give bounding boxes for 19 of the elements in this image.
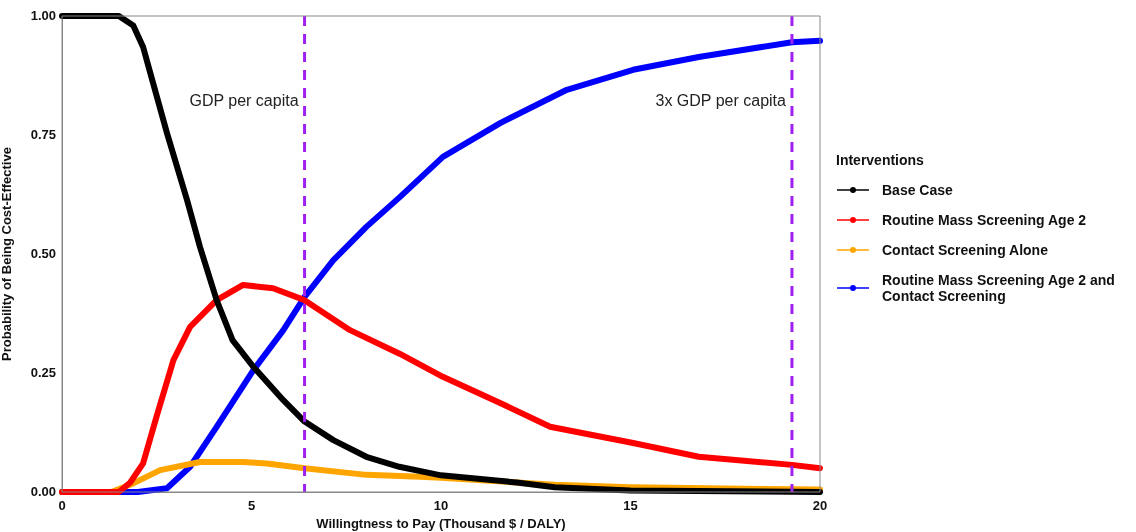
legend-title: Interventions	[836, 152, 925, 168]
y-tick-label: 0.75	[30, 126, 56, 142]
ref-line-label: GDP per capita	[189, 92, 299, 110]
x-tick-label: 10	[433, 498, 449, 514]
x-tick-label: 5	[247, 498, 256, 514]
legend-label: Contact Screening Alone	[882, 242, 1048, 258]
legend-label: Base Case	[882, 182, 953, 198]
x-tick-label: 0	[58, 498, 66, 514]
y-tick-label: 1.00	[30, 7, 56, 23]
legend-label: Routine Mass Screening Age 2 and Contact Screening	[882, 272, 1116, 304]
y-tick-label: 0.50	[30, 245, 56, 261]
x-axis-title: Willingtness to Pay (Thousand $ / DALY)	[316, 515, 566, 531]
y-axis-title: Probability of Being Cost-Effective	[0, 147, 15, 361]
y-tick-label: 0.25	[30, 364, 56, 380]
x-tick-label: 15	[623, 498, 638, 514]
x-tick-label: 20	[812, 498, 828, 514]
y-tick-label: 0.00	[30, 483, 56, 499]
legend-label: Routine Mass Screening Age 2	[882, 212, 1087, 228]
ref-line-label: 3x GDP per capita	[655, 92, 787, 110]
